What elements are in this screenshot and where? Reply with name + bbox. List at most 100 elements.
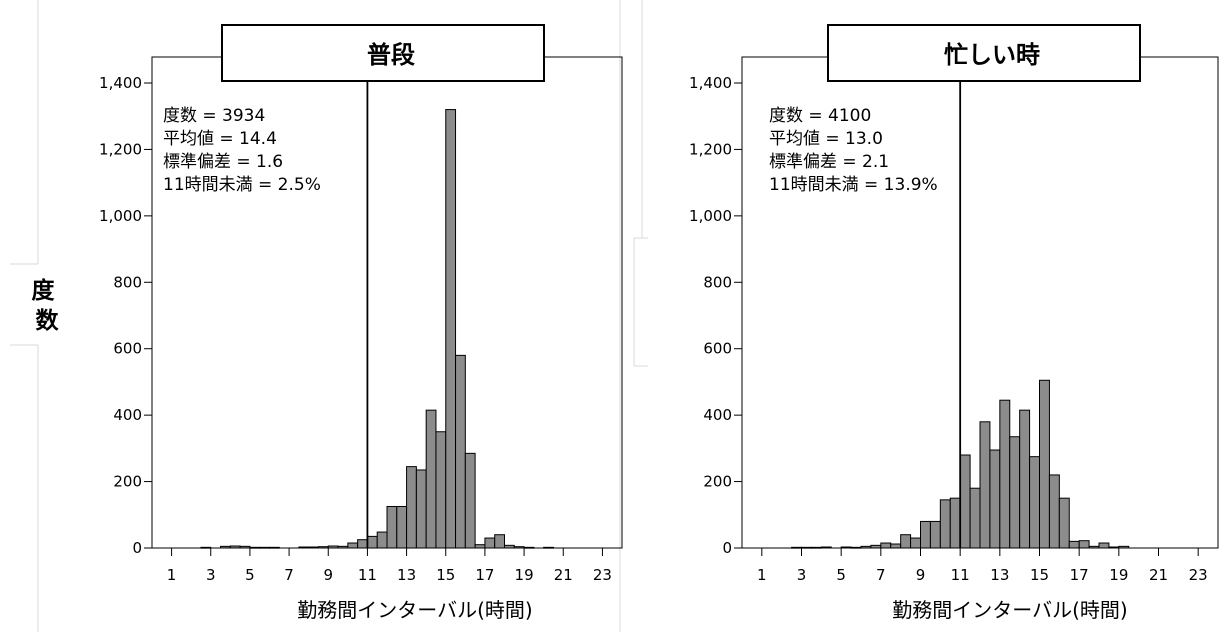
- y-tick-label: 400: [113, 406, 142, 424]
- chart-title: 忙しい時: [944, 41, 1040, 69]
- x-tick-label: 23: [1189, 566, 1208, 584]
- histogram-bar: [870, 544, 882, 549]
- x-axis-label: 勤務間インターバル(時間): [892, 598, 1127, 622]
- y-axis-label-char-2: 数: [36, 308, 60, 334]
- histogram-bar: [1088, 545, 1100, 549]
- histogram-bar: [929, 520, 941, 549]
- histogram-bar: [308, 546, 319, 549]
- histogram-bar: [1009, 436, 1021, 549]
- x-tick-label: 15: [436, 566, 455, 584]
- histogram-bar: [504, 544, 515, 549]
- histogram-bar: [386, 505, 398, 549]
- y-tick-label: 200: [113, 473, 142, 491]
- histogram-bar: [406, 466, 417, 549]
- y-axis-label-char-1: 度: [31, 277, 55, 304]
- y-tick-label: 1,400: [689, 74, 732, 92]
- histogram-busy-bars: [791, 379, 1130, 549]
- histogram-bar: [494, 534, 505, 549]
- x-tick-label: 19: [1109, 566, 1128, 584]
- y-tick-label: 200: [703, 473, 732, 491]
- chart-title-box: [221, 24, 545, 82]
- histogram-bar: [543, 546, 554, 549]
- x-tick-label: 11: [358, 566, 377, 584]
- histogram-bar: [900, 534, 912, 549]
- stat-mean: 平均値 = 13.0: [769, 129, 883, 149]
- x-tick-label: 23: [593, 566, 612, 584]
- stat-mean: 平均値 = 14.4: [163, 129, 277, 149]
- chart-title: 普段: [367, 41, 415, 69]
- histogram-bar: [1078, 540, 1090, 549]
- x-tick-label: 21: [554, 566, 573, 584]
- histogram-bar: [327, 545, 339, 549]
- histogram-bar: [1029, 456, 1040, 549]
- histogram-bar: [337, 545, 349, 549]
- histogram-bar: [880, 542, 892, 549]
- stat-count: 度数 = 4100: [769, 106, 871, 126]
- histogram-bar: [910, 537, 922, 549]
- panel-frames: [10, 0, 648, 632]
- x-tick-label: 5: [836, 566, 846, 584]
- histogram-bar: [1019, 409, 1031, 549]
- histogram-bar: [425, 409, 437, 549]
- histogram-bar: [801, 546, 812, 549]
- histogram-bar: [357, 539, 368, 549]
- histogram-bar: [1118, 545, 1130, 549]
- histogram-bar: [949, 497, 961, 549]
- histogram-bar: [474, 544, 486, 549]
- x-tick-label: 19: [515, 566, 534, 584]
- x-tick-label: 13: [397, 566, 416, 584]
- x-tick-label: 11: [951, 566, 970, 584]
- x-tick-label: 5: [245, 566, 255, 584]
- histogram-bar: [229, 545, 241, 549]
- y-tick-label: 1,000: [689, 207, 732, 225]
- x-tick-label: 9: [916, 566, 926, 584]
- y-tick-label: 800: [703, 273, 732, 291]
- histogram-bar: [1068, 540, 1080, 549]
- histogram-bar: [455, 354, 466, 549]
- histogram-bar: [513, 546, 525, 549]
- stat-sd: 標準偏差 = 2.1: [769, 152, 889, 172]
- x-tick-label: 1: [757, 566, 767, 584]
- x-tick-label: 15: [1030, 566, 1049, 584]
- stat-under-11h: 11時間未満 = 13.9%: [769, 175, 938, 195]
- histogram-bar: [1108, 546, 1120, 549]
- y-tick-label: 1,200: [689, 140, 732, 158]
- histogram-bar: [1039, 379, 1050, 549]
- histogram-bar: [415, 469, 427, 549]
- histogram-bar: [850, 546, 862, 549]
- stat-under-11h: 11時間未満 = 2.5%: [163, 175, 321, 195]
- histogram-bar: [820, 546, 832, 549]
- x-tick-label: 3: [206, 566, 216, 584]
- histogram-bar: [484, 537, 496, 549]
- histogram-bar: [939, 499, 951, 549]
- histogram-bar: [979, 421, 991, 549]
- y-axis-label: 度 数: [31, 277, 62, 334]
- stat-sd: 標準偏差 = 1.6: [163, 152, 283, 172]
- histogram-bar: [396, 505, 408, 549]
- histogram-bar: [269, 546, 280, 549]
- histogram-bar: [1058, 497, 1070, 549]
- histogram-bar: [376, 531, 388, 549]
- histogram-normal-bars: [200, 109, 554, 549]
- x-tick-label: 21: [1149, 566, 1168, 584]
- histogram-bar: [435, 431, 447, 549]
- y-tick-label: 600: [703, 340, 732, 358]
- x-axis-label: 勤務間インターバル(時間): [297, 598, 532, 622]
- y-tick-label: 800: [113, 273, 142, 291]
- histogram-bar: [366, 535, 378, 549]
- y-tick-label: 0: [722, 539, 732, 557]
- histogram-bar: [989, 449, 1001, 549]
- histogram-bar: [445, 109, 457, 549]
- histogram-bar: [791, 546, 803, 549]
- histogram-bar: [259, 546, 270, 549]
- x-tick-label: 7: [876, 566, 886, 584]
- y-tick-label: 1,200: [99, 140, 142, 158]
- histogram-bar: [1048, 474, 1060, 549]
- histogram-bar: [890, 543, 902, 549]
- histogram-bar: [200, 546, 212, 549]
- histogram-bar: [810, 546, 822, 549]
